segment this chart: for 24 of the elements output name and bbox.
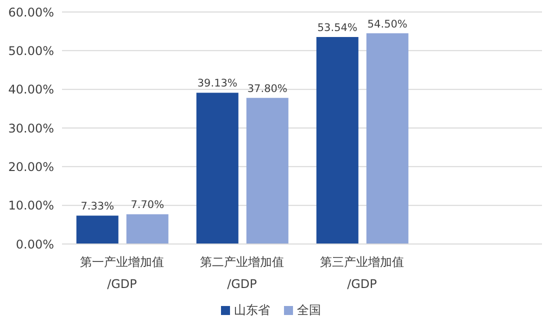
y-tick-label: 20.00% xyxy=(8,160,54,174)
data-label: 7.70% xyxy=(130,199,164,212)
x-tick-label: 第二产业增加值 /GDP xyxy=(200,255,284,291)
y-tick-label: 30.00% xyxy=(8,121,54,136)
legend-label: 山东省 xyxy=(233,302,270,319)
y-tick-label: 10.00% xyxy=(8,198,54,213)
x-tick-label: 第三产业增加值 /GDP xyxy=(320,255,404,291)
data-label: 39.13% xyxy=(197,78,238,90)
bar xyxy=(126,214,168,244)
bar xyxy=(246,98,288,244)
bar xyxy=(316,36,358,244)
legend-label: 全国 xyxy=(296,302,321,319)
bar xyxy=(366,33,408,244)
bar xyxy=(196,92,238,244)
data-label: 54.50% xyxy=(367,18,408,30)
bar xyxy=(76,216,118,244)
data-label: 53.54% xyxy=(317,22,358,34)
y-tick-label: 50.00% xyxy=(8,44,54,58)
y-tick-label: 0.00% xyxy=(16,237,54,252)
x-tick-label: 第一产业增加值 /GDP xyxy=(80,255,164,291)
y-tick-label: 40.00% xyxy=(8,82,54,97)
data-label: 7.33% xyxy=(80,200,114,213)
y-tick-label: 60.00% xyxy=(8,5,54,20)
data-label: 37.80% xyxy=(247,82,288,95)
